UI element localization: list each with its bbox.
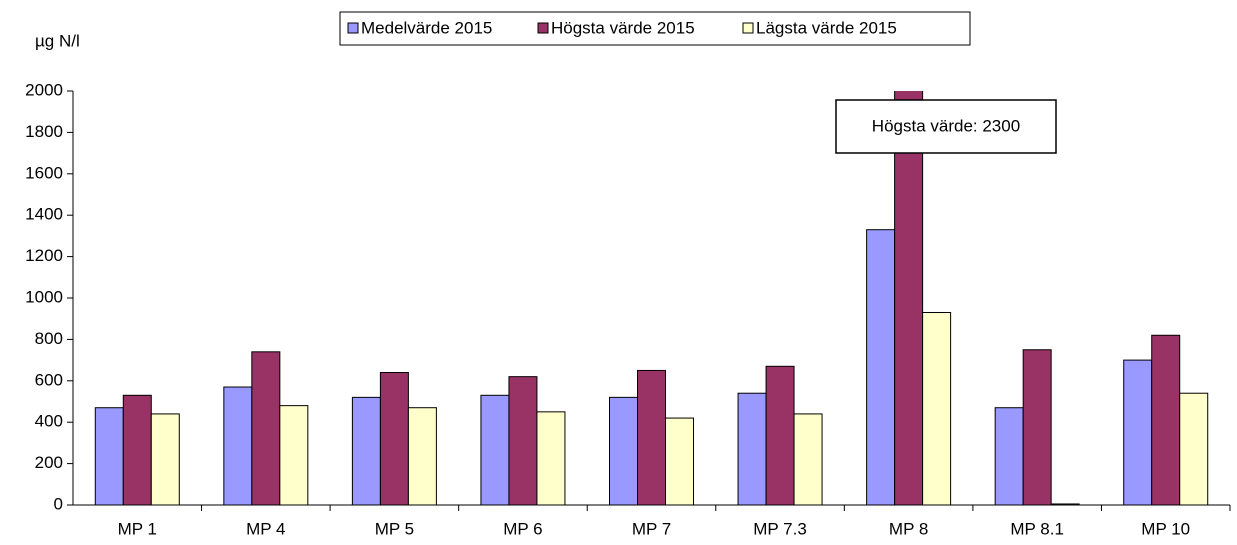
x-tick-label: MP 5 — [375, 519, 414, 538]
bar — [894, 91, 924, 506]
bar — [922, 311, 952, 506]
annotation: Högsta värde: 2300 — [872, 116, 1020, 135]
bar — [1123, 359, 1153, 506]
bar — [279, 405, 309, 506]
x-tick-label: MP 8 — [889, 519, 928, 538]
y-tick-label: 2000 — [25, 80, 63, 99]
bar — [793, 413, 823, 506]
legend-label: Lägsta värde 2015 — [756, 18, 897, 37]
annotation-box — [835, 99, 1057, 154]
x-tick-label: MP 10 — [1141, 519, 1190, 538]
bar — [1022, 349, 1052, 506]
y-tick-label: 1000 — [25, 287, 63, 306]
bar — [508, 376, 538, 506]
bar — [122, 394, 152, 506]
bar — [665, 417, 694, 506]
x-tick-label: MP 1 — [118, 519, 157, 538]
legend-swatch — [537, 22, 549, 34]
bar — [251, 351, 281, 506]
bar — [1179, 392, 1209, 506]
y-tick-label: 0 — [54, 494, 63, 513]
bar — [737, 392, 767, 506]
bar — [637, 369, 666, 506]
x-tick-label: MP 8.1 — [1010, 519, 1064, 538]
y-tick-label: 200 — [35, 453, 63, 472]
bar — [407, 407, 437, 506]
bar — [150, 413, 180, 506]
x-tick-label: MP 7.3 — [753, 519, 807, 538]
bar — [994, 407, 1024, 506]
legend-label: Högsta värde 2015 — [551, 18, 695, 37]
y-tick-label: 800 — [35, 329, 63, 348]
legend-swatch — [347, 22, 359, 34]
x-tick-label: MP 6 — [503, 519, 542, 538]
bar — [379, 372, 409, 506]
y-tick-label: 1800 — [25, 122, 63, 141]
bar — [609, 396, 638, 506]
legend-swatch — [742, 22, 754, 34]
x-tick-label: MP 4 — [246, 519, 285, 538]
y-tick-label: 1600 — [25, 163, 63, 182]
bar — [536, 411, 566, 506]
legend-box — [339, 11, 971, 46]
y-tick-label: 1400 — [25, 205, 63, 224]
bar — [866, 229, 896, 506]
y-tick-label: 400 — [35, 412, 63, 431]
y-axis-label: µg N/l — [35, 31, 80, 50]
x-tick-label: MP 7 — [632, 519, 671, 538]
bar — [765, 365, 795, 506]
y-tick-label: 1200 — [25, 246, 63, 265]
bar — [351, 396, 381, 506]
y-tick-label: 600 — [35, 370, 63, 389]
bar — [223, 386, 253, 506]
legend-label: Medelvärde 2015 — [361, 18, 492, 37]
bar — [94, 407, 124, 506]
bar — [1151, 334, 1181, 506]
bar — [480, 394, 510, 506]
